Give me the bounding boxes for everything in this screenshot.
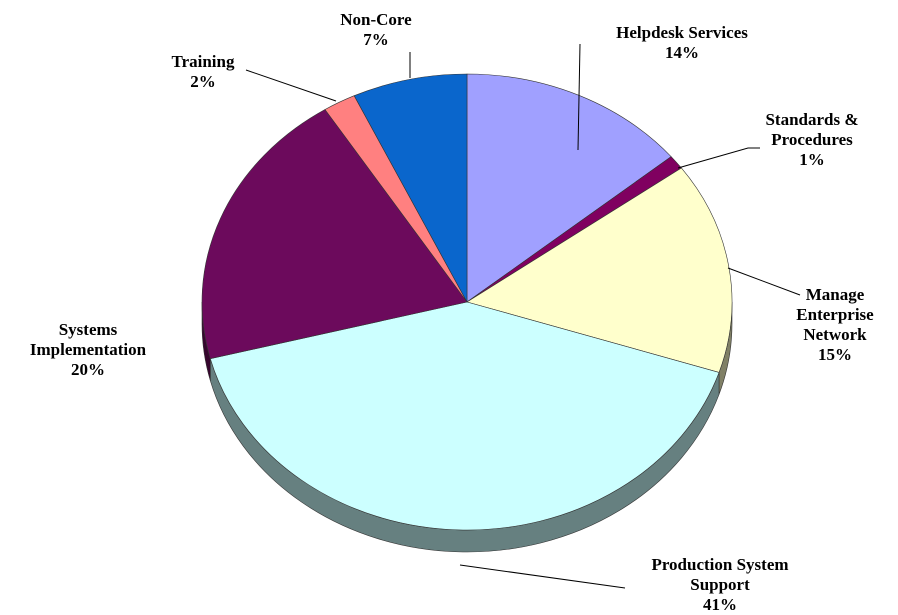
category-label: Non-Core xyxy=(340,10,412,29)
value-label: 41% xyxy=(703,595,737,614)
slice-label: Helpdesk Services 14% xyxy=(582,23,782,63)
category-label: Standards & Procedures xyxy=(765,110,859,149)
value-label: 20% xyxy=(71,360,105,379)
category-label: Systems Implementation xyxy=(29,320,147,359)
value-label: 7% xyxy=(363,30,389,49)
category-label: Training xyxy=(171,52,235,71)
slice-label: Training 2% xyxy=(153,52,253,92)
category-label: Manage Enterprise Network xyxy=(796,285,874,344)
leader-line xyxy=(677,147,760,169)
value-label: 2% xyxy=(190,72,216,91)
value-label: 1% xyxy=(799,150,825,169)
leader-line xyxy=(459,564,626,589)
pie-slice xyxy=(466,167,733,373)
category-label: Production System Support xyxy=(651,555,789,594)
leader-line xyxy=(245,69,337,102)
slice-label: Manage Enterprise Network 15% xyxy=(785,285,885,365)
leader-line xyxy=(577,43,581,151)
leader-line xyxy=(727,267,801,296)
category-label: Helpdesk Services xyxy=(616,23,748,42)
slice-label: Systems Implementation 20% xyxy=(13,320,163,380)
pie-slice xyxy=(209,301,720,531)
pie-slice xyxy=(353,73,468,303)
pie-slice xyxy=(466,73,672,303)
value-label: 14% xyxy=(665,43,699,62)
value-label: 15% xyxy=(818,345,852,364)
slice-label: Standards & Procedures 1% xyxy=(752,110,872,170)
pie-slice xyxy=(201,109,468,360)
slice-label: Non-Core 7% xyxy=(326,10,426,50)
slice-label: Production System Support 41% xyxy=(645,555,795,615)
